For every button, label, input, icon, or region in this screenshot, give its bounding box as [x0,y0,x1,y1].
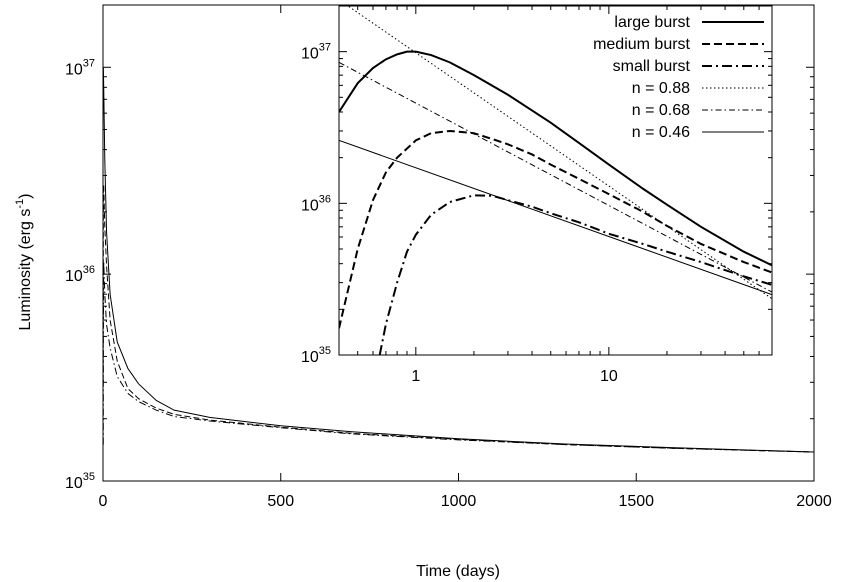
inset-series-3 [378,194,772,355]
legend-item: small burst [613,58,764,75]
inset-background [339,6,772,355]
inset-x-tick-label: 1 [411,368,420,385]
legend-label: n = 0.46 [632,124,690,141]
legend-item: n = 0.68 [632,102,764,119]
main-x-tick-label: 500 [267,493,294,510]
main-y-tick-label: 1037 [65,57,95,78]
legend-label: medium burst [593,36,690,53]
x-axis-label: Time (days) [416,563,500,580]
inset-series-6 [339,139,772,296]
main-x-tick-label: 1000 [441,493,477,510]
inset-series-group [339,6,772,355]
inset-frame [338,5,773,356]
inset-x-tick-label: 10 [600,368,618,385]
inset-y-tick-label: 1035 [301,345,331,366]
main-series-2 [102,184,815,453]
inset-y-tick-label: 1037 [301,42,331,63]
y-axis-label: Luminosity (erg s-1) [14,194,34,331]
main-x-tick-label: 0 [99,493,108,510]
legend-item: n = 0.46 [632,124,764,141]
legend-item: medium burst [593,36,764,53]
legend-item: n = 0.88 [632,80,764,97]
inset-series-5 [339,61,772,293]
inset-plot: 1 10 1035 1036 1037 large burst medium burst sm… [301,5,773,385]
legend-label: n = 0.68 [632,102,690,119]
legend-label: large burst [614,14,690,31]
legend-item: large burst [614,14,764,31]
main-y-tick-label: 1036 [65,264,95,285]
inset-y-tick-label: 1036 [301,193,331,214]
inset-series-2 [339,129,772,329]
main-y-tick-label: 1035 [65,471,95,492]
legend-label: n = 0.88 [632,80,690,97]
legend-label: small burst [613,58,691,75]
legend: large burst medium burst small burst n = 0.… [593,14,764,141]
main-plot: 0 500 1000 1500 2000 1035 1036 1037 [65,4,832,510]
inset-series-1 [339,50,772,267]
main-series-1 [102,67,815,453]
main-x-tick-label: 2000 [796,493,832,510]
main-x-tick-label: 1500 [618,493,654,510]
